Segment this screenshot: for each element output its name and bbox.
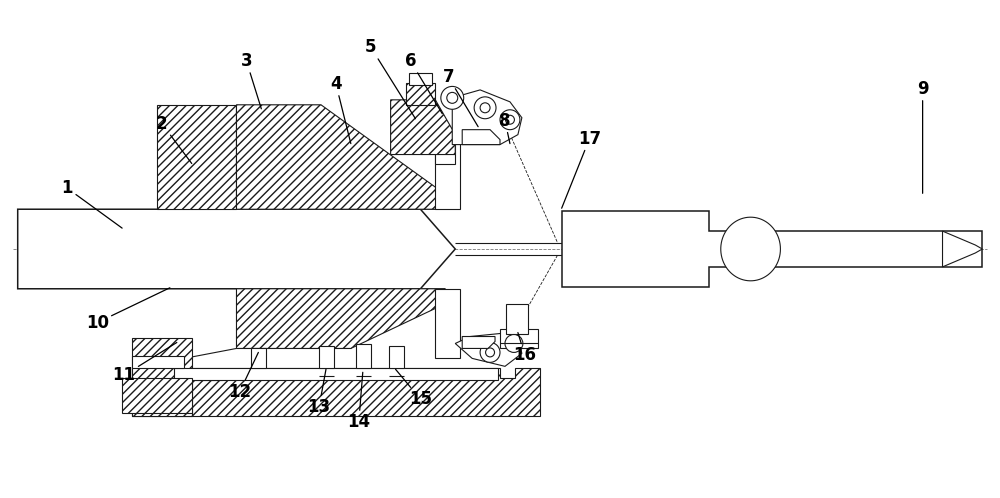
Polygon shape [391, 100, 455, 154]
Text: 1: 1 [62, 179, 122, 228]
Text: 15: 15 [396, 370, 432, 408]
Polygon shape [236, 289, 445, 349]
Text: 7: 7 [442, 68, 478, 126]
Text: 3: 3 [241, 52, 261, 109]
Circle shape [480, 343, 500, 363]
Text: 17: 17 [562, 129, 601, 208]
Bar [251, 349, 266, 369]
Bar [174, 369, 498, 380]
Polygon shape [455, 334, 522, 367]
Text: 8: 8 [499, 112, 511, 143]
Text: 10: 10 [86, 288, 170, 332]
Bar [409, 73, 432, 85]
Polygon shape [435, 139, 460, 209]
Bar [157, 105, 236, 209]
Text: 4: 4 [330, 75, 351, 143]
Polygon shape [462, 337, 495, 349]
Polygon shape [721, 217, 780, 281]
Circle shape [486, 348, 495, 357]
Text: 6: 6 [405, 52, 442, 114]
Circle shape [447, 92, 458, 103]
Text: 14: 14 [347, 373, 370, 431]
Circle shape [505, 335, 523, 353]
Circle shape [500, 110, 520, 129]
Polygon shape [236, 105, 445, 209]
Text: 5: 5 [365, 38, 415, 119]
Bar [132, 357, 184, 369]
Polygon shape [435, 289, 460, 359]
Polygon shape [132, 369, 540, 416]
Polygon shape [122, 378, 192, 413]
Polygon shape [452, 90, 522, 144]
Polygon shape [562, 211, 982, 287]
Text: 16: 16 [513, 333, 536, 365]
Polygon shape [943, 231, 982, 267]
Text: 2: 2 [156, 115, 192, 163]
Text: 13: 13 [307, 370, 331, 416]
Bar [389, 347, 404, 369]
Circle shape [480, 103, 490, 113]
Text: 9: 9 [917, 80, 928, 193]
Bar [132, 339, 192, 416]
Bar [406, 83, 435, 105]
Bar [506, 304, 528, 334]
Polygon shape [18, 209, 455, 289]
Circle shape [441, 87, 464, 109]
Circle shape [505, 115, 514, 124]
Circle shape [474, 97, 496, 119]
Bar [356, 345, 371, 369]
Bar [500, 329, 538, 349]
Bar [319, 347, 334, 369]
Text: 11: 11 [113, 343, 177, 384]
Polygon shape [462, 129, 500, 144]
Polygon shape [435, 139, 455, 164]
Text: 12: 12 [228, 353, 258, 401]
